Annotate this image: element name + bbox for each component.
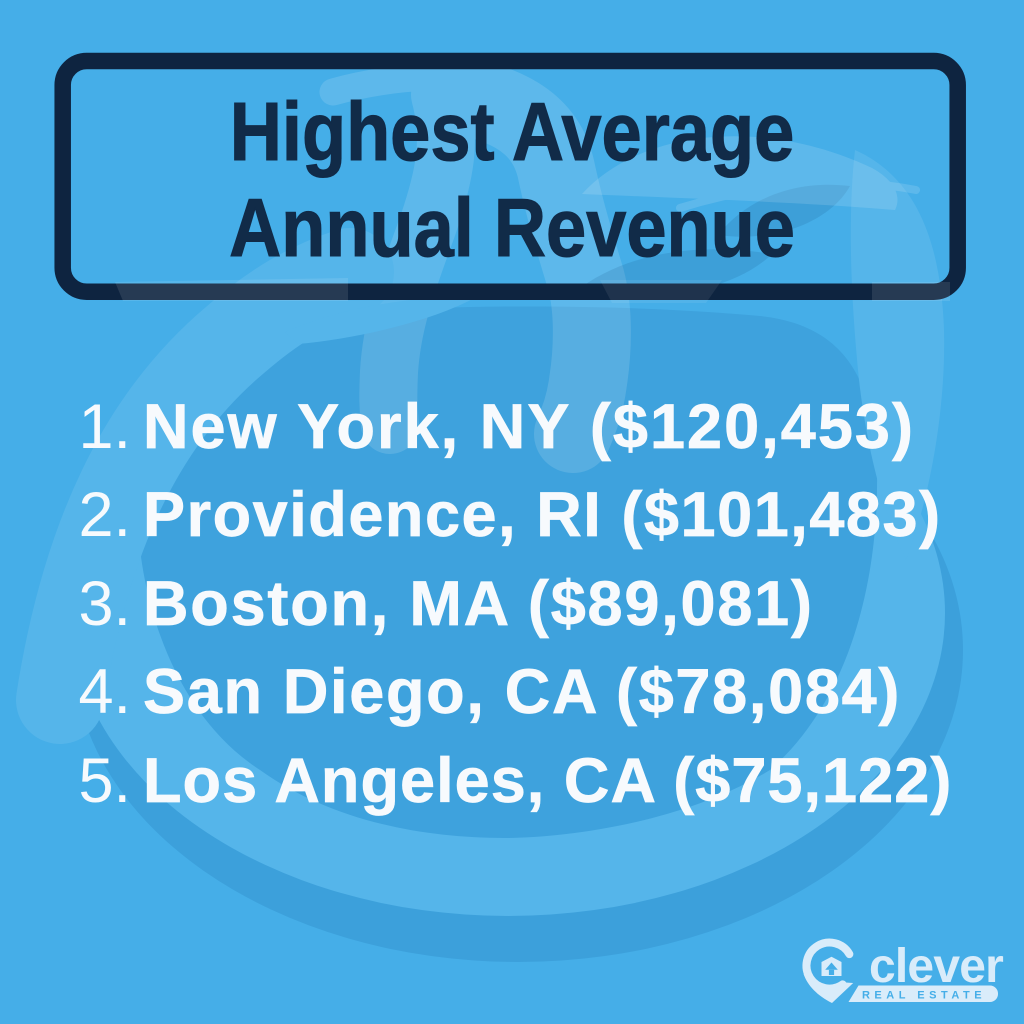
svg-text:clever: clever bbox=[869, 940, 1003, 993]
svg-text:REAL ESTATE: REAL ESTATE bbox=[862, 990, 986, 1002]
